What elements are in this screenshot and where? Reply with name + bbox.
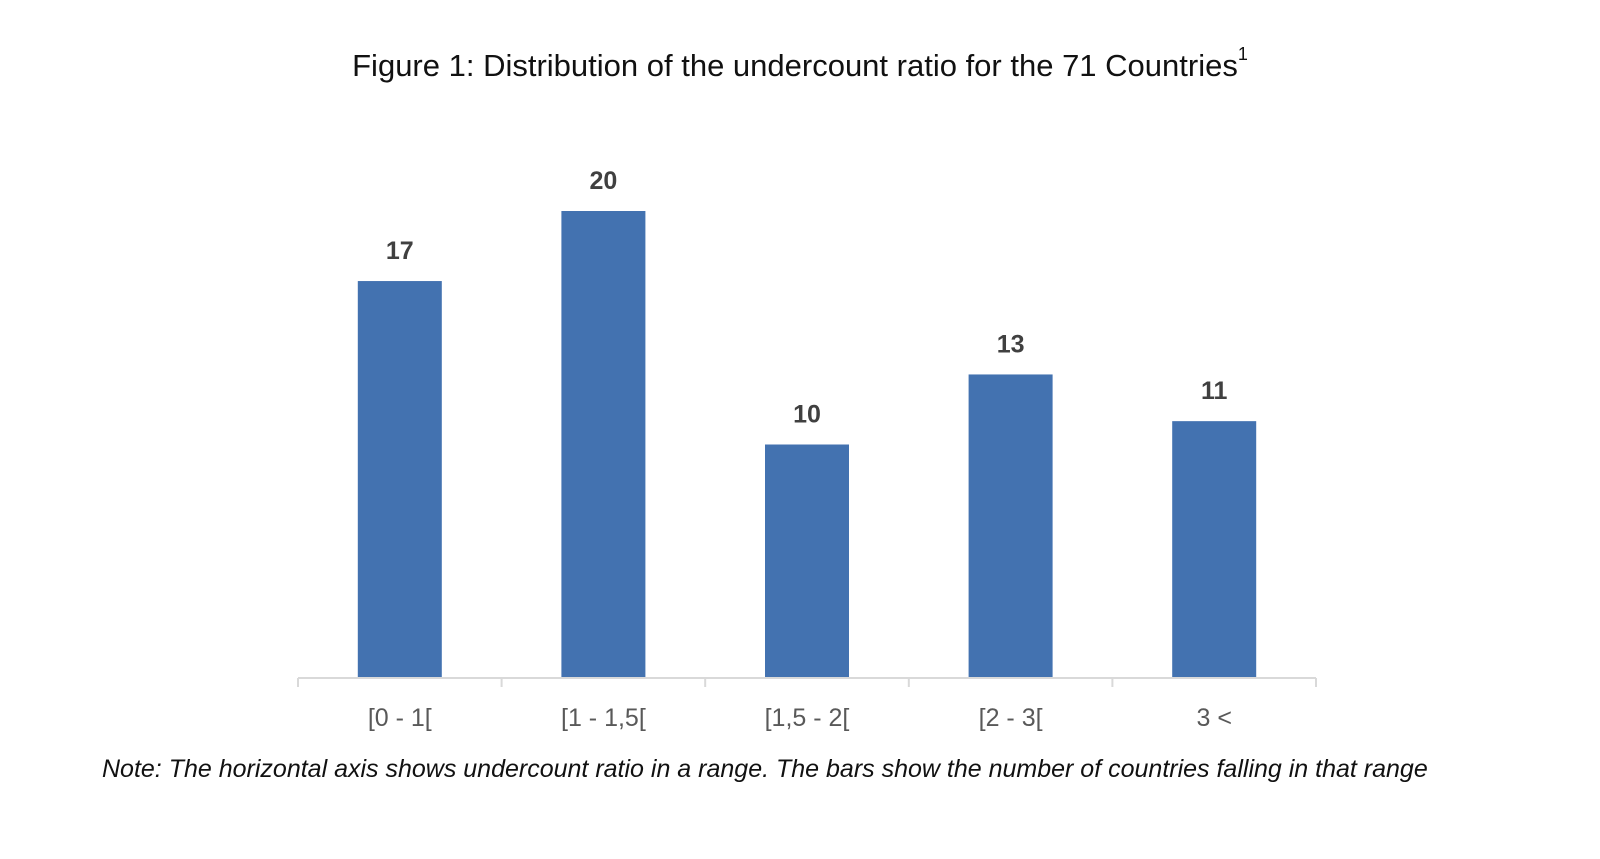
- figure-note: Note: The horizontal axis shows undercou…: [102, 755, 1428, 783]
- chart-title-text: Figure 1: Distribution of the undercount…: [352, 48, 1238, 83]
- bar: [357, 281, 442, 678]
- bar: [561, 211, 646, 678]
- bar-value-label: 13: [997, 330, 1025, 358]
- title-footnote-marker: 1: [1237, 44, 1248, 64]
- x-axis: [297, 677, 1317, 687]
- bars-group: [357, 211, 1257, 678]
- bar: [765, 444, 849, 678]
- bar: [968, 374, 1053, 678]
- bar-value-label: 20: [589, 167, 617, 195]
- bar-value-label: 10: [793, 401, 821, 429]
- x-tick-label: 3 <: [1196, 704, 1231, 732]
- x-tick-label: [0 - 1[: [368, 704, 432, 732]
- x-tick-label: [1 - 1,5[: [561, 704, 646, 732]
- bar-value-label: 17: [386, 237, 414, 265]
- bar-chart: [0 - 1[ [1 - 1,5[ [1,5 - 2[ [2 - 3[ 3 < 17 20…: [297, 167, 1317, 732]
- data-labels: 17 20 10 13 11: [386, 167, 1228, 429]
- x-tick-labels: [0 - 1[ [1 - 1,5[ [1,5 - 2[ [2 - 3[ 3 <: [368, 704, 1232, 732]
- bar-value-label: 11: [1201, 377, 1228, 405]
- x-tick-label: [1,5 - 2[: [765, 704, 850, 732]
- bar: [1172, 421, 1257, 678]
- chart-title: Figure 1: Distribution of the undercount…: [0, 44, 1600, 84]
- x-tick-label: [2 - 3[: [979, 704, 1043, 732]
